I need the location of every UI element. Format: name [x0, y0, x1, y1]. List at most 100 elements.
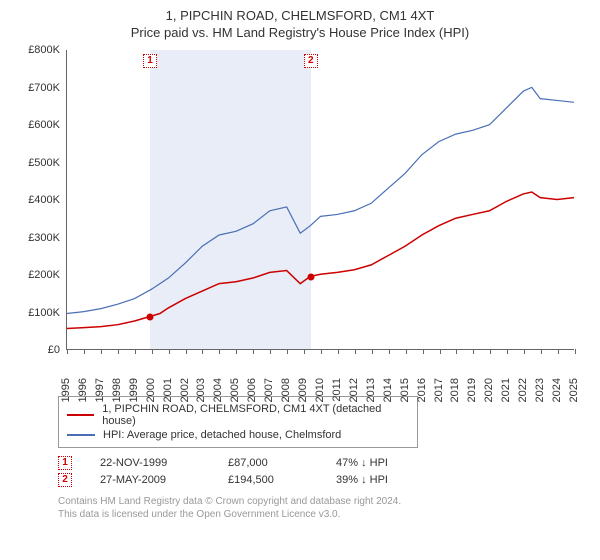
- sale-marker-2: 2: [304, 54, 318, 68]
- y-axis-tick-label: £700K: [16, 82, 60, 94]
- y-axis-tick-label: £100K: [16, 307, 60, 319]
- x-axis-tick: [406, 349, 407, 354]
- x-axis-tick: [490, 349, 491, 354]
- x-axis-tick: [372, 349, 373, 354]
- x-axis-tick-label: 2019: [466, 378, 478, 402]
- x-axis-tick: [67, 349, 68, 354]
- sale-price: £194,500: [228, 474, 308, 486]
- x-axis-tick: [84, 349, 85, 354]
- footer-line-2: This data is licensed under the Open Gov…: [58, 508, 584, 521]
- footer-attribution: Contains HM Land Registry data © Crown c…: [58, 495, 584, 521]
- y-axis-tick-label: £300K: [16, 232, 60, 244]
- x-axis-tick-label: 2013: [365, 378, 377, 402]
- sale-pct-vs-hpi: 47% ↓ HPI: [336, 457, 426, 469]
- series-price_paid: [67, 192, 574, 328]
- sale-price: £87,000: [228, 457, 308, 469]
- x-axis-tick: [473, 349, 474, 354]
- x-axis-tick: [423, 349, 424, 354]
- x-axis-tick: [118, 349, 119, 354]
- x-axis-tick-label: 2025: [568, 378, 580, 402]
- y-axis-tick-label: £200K: [16, 269, 60, 281]
- x-axis-tick: [287, 349, 288, 354]
- sale-dot-1: [146, 314, 153, 321]
- x-axis-tick: [524, 349, 525, 354]
- sales-table: 1 22-NOV-1999 £87,000 47% ↓ HPI 2 27-MAY-2009…: [58, 456, 584, 487]
- x-axis-tick-label: 2001: [162, 378, 174, 402]
- sale-date: 27-MAY-2009: [100, 474, 200, 486]
- chart-container: 1, PIPCHIN ROAD, CHELMSFORD, CM1 4XT Pri…: [0, 0, 600, 560]
- sale-date: 22-NOV-1999: [100, 457, 200, 469]
- x-axis-tick-label: 2012: [348, 378, 360, 402]
- x-axis-tick: [152, 349, 153, 354]
- x-axis-tick: [219, 349, 220, 354]
- series-hpi: [67, 87, 574, 313]
- legend-swatch: [67, 434, 95, 436]
- x-axis-tick: [355, 349, 356, 354]
- y-axis-tick-label: £500K: [16, 157, 60, 169]
- x-axis-tick: [321, 349, 322, 354]
- titles: 1, PIPCHIN ROAD, CHELMSFORD, CM1 4XT Pri…: [16, 8, 584, 40]
- x-axis-tick: [575, 349, 576, 354]
- x-axis-tick-label: 2020: [483, 378, 495, 402]
- y-axis-tick-label: £800K: [16, 44, 60, 56]
- x-axis-tick-label: 2010: [314, 378, 326, 402]
- x-axis-tick: [101, 349, 102, 354]
- x-axis-tick-label: 2018: [449, 378, 461, 402]
- y-axis-tick-label: £400K: [16, 194, 60, 206]
- x-axis-tick-label: 2022: [517, 378, 529, 402]
- x-axis-tick-label: 1995: [60, 378, 72, 402]
- x-axis-tick-label: 2009: [297, 378, 309, 402]
- x-axis-tick: [186, 349, 187, 354]
- sale-pct-vs-hpi: 39% ↓ HPI: [336, 474, 426, 486]
- x-axis-tick: [440, 349, 441, 354]
- x-axis-tick: [456, 349, 457, 354]
- x-axis-tick-label: 1996: [77, 378, 89, 402]
- x-axis-tick: [135, 349, 136, 354]
- x-axis-tick: [558, 349, 559, 354]
- x-axis-tick: [304, 349, 305, 354]
- x-axis-tick-label: 2015: [399, 378, 411, 402]
- y-axis-tick-label: £600K: [16, 119, 60, 131]
- x-axis-tick-label: 2014: [382, 378, 394, 402]
- sale-marker-icon: 1: [58, 456, 72, 470]
- x-axis-tick: [270, 349, 271, 354]
- legend-box: 1, PIPCHIN ROAD, CHELMSFORD, CM1 4XT (de…: [58, 396, 418, 448]
- legend-row-price_paid: 1, PIPCHIN ROAD, CHELMSFORD, CM1 4XT (de…: [67, 403, 409, 427]
- x-axis-tick: [507, 349, 508, 354]
- x-axis-tick: [202, 349, 203, 354]
- legend-label: 1, PIPCHIN ROAD, CHELMSFORD, CM1 4XT (de…: [102, 403, 409, 427]
- plot-region: 12: [66, 50, 574, 350]
- legend-label: HPI: Average price, detached house, Chel…: [103, 429, 341, 441]
- x-axis-tick: [236, 349, 237, 354]
- x-axis-tick-label: 2008: [280, 378, 292, 402]
- x-axis-tick-label: 2016: [416, 378, 428, 402]
- y-axis-tick-label: £0: [16, 344, 60, 356]
- x-axis-tick: [389, 349, 390, 354]
- chart-lines: [67, 50, 574, 349]
- x-axis-tick-label: 2002: [179, 378, 191, 402]
- sales-row-1: 1 22-NOV-1999 £87,000 47% ↓ HPI: [58, 456, 584, 470]
- x-axis-tick-label: 2017: [433, 378, 445, 402]
- x-axis-tick-label: 2007: [263, 378, 275, 402]
- x-axis-tick-label: 1997: [94, 378, 106, 402]
- x-axis-tick: [253, 349, 254, 354]
- sale-dot-2: [307, 274, 314, 281]
- sale-marker-icon: 2: [58, 473, 72, 487]
- x-axis-tick-label: 2023: [534, 378, 546, 402]
- x-axis-tick: [541, 349, 542, 354]
- sale-marker-1: 1: [143, 54, 157, 68]
- subtitle: Price paid vs. HM Land Registry's House …: [16, 25, 584, 40]
- x-axis-tick-label: 2006: [246, 378, 258, 402]
- sales-row-2: 2 27-MAY-2009 £194,500 39% ↓ HPI: [58, 473, 584, 487]
- address-title: 1, PIPCHIN ROAD, CHELMSFORD, CM1 4XT: [16, 8, 584, 23]
- x-axis-tick-label: 2024: [551, 378, 563, 402]
- x-axis-tick-label: 1998: [111, 378, 123, 402]
- x-axis-tick: [338, 349, 339, 354]
- chart-area: 12 £0£100K£200K£300K£400K£500K£600K£700K…: [16, 50, 584, 390]
- legend-row-hpi: HPI: Average price, detached house, Chel…: [67, 429, 409, 441]
- x-axis-tick-label: 2000: [145, 378, 157, 402]
- x-axis-tick-label: 2005: [229, 378, 241, 402]
- x-axis-tick-label: 2021: [500, 378, 512, 402]
- x-axis-tick-label: 2011: [331, 378, 343, 402]
- x-axis-tick-label: 2003: [195, 378, 207, 402]
